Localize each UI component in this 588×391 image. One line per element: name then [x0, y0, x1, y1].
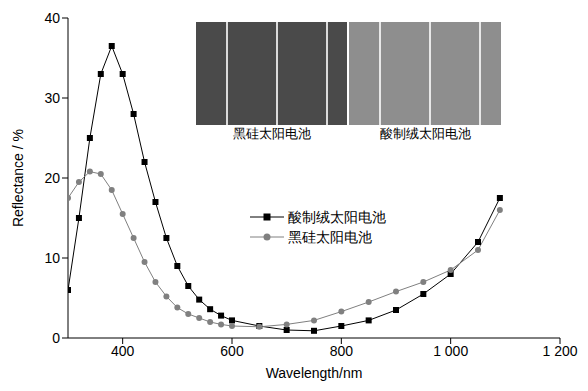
- svg-text:Wavelength/nm: Wavelength/nm: [266, 365, 363, 381]
- svg-text:1 200: 1 200: [542, 343, 577, 359]
- svg-text:20: 20: [44, 170, 60, 186]
- html-text:黑硅太阳电池: 黑硅太阳电池: [232, 125, 311, 141]
- svg-text:30: 30: [44, 90, 60, 106]
- svg-text:800: 800: [330, 343, 354, 359]
- html-text:酸制绒太阳电池: 酸制绒太阳电池: [288, 208, 386, 225]
- svg-text:400: 400: [111, 343, 135, 359]
- svg-text:Reflectance / %: Reflectance / %: [10, 129, 26, 227]
- html-text:黑硅太阳电池: 黑硅太阳电池: [288, 228, 372, 245]
- svg-text:600: 600: [220, 343, 244, 359]
- html-text:酸制绒太阳电池: 酸制绒太阳电池: [379, 125, 471, 141]
- svg-text:0: 0: [52, 330, 60, 346]
- svg-text:40: 40: [44, 10, 60, 26]
- svg-text:10: 10: [44, 250, 60, 266]
- svg-text:1 000: 1 000: [433, 343, 468, 359]
